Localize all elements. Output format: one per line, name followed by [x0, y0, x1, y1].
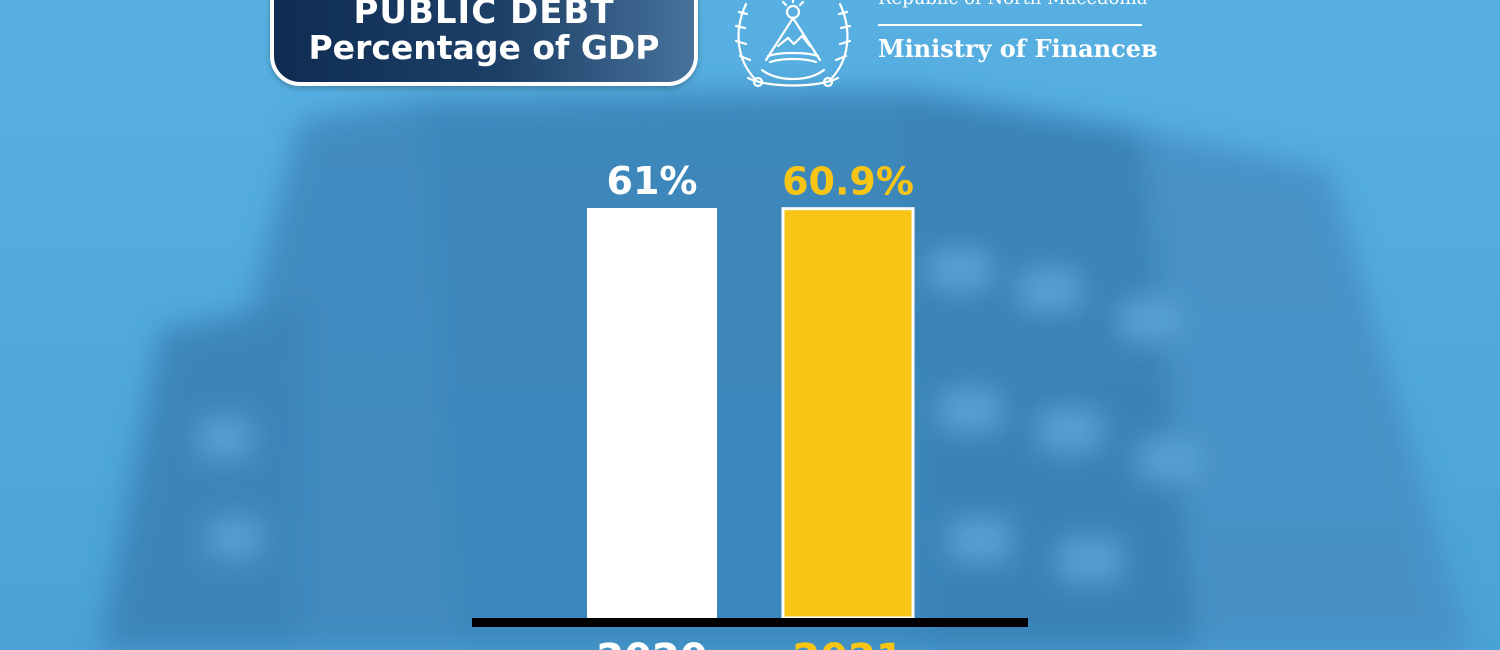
category-label-2020: 2020 [596, 636, 707, 650]
bar-2021 [781, 207, 915, 620]
value-label-2021: 60.9% [782, 160, 914, 204]
org-country-label: Republic of North Macedonia [878, 0, 1147, 9]
value-label-2020: 61% [607, 159, 698, 203]
chart-subtitle: Percentage of GDP [308, 28, 660, 67]
chart-title: PUBLIC DEBT [353, 0, 615, 32]
chart-baseline [472, 618, 1028, 627]
org-ministry-label: Ministry of Financeв [878, 34, 1158, 63]
bar-2020 [587, 208, 717, 618]
coat-of-arms-emblem [734, 0, 852, 88]
title-box: PUBLIC DEBT Percentage of GDP [270, 0, 698, 86]
category-label-2021: 2021 [792, 636, 903, 650]
org-divider [878, 24, 1142, 26]
